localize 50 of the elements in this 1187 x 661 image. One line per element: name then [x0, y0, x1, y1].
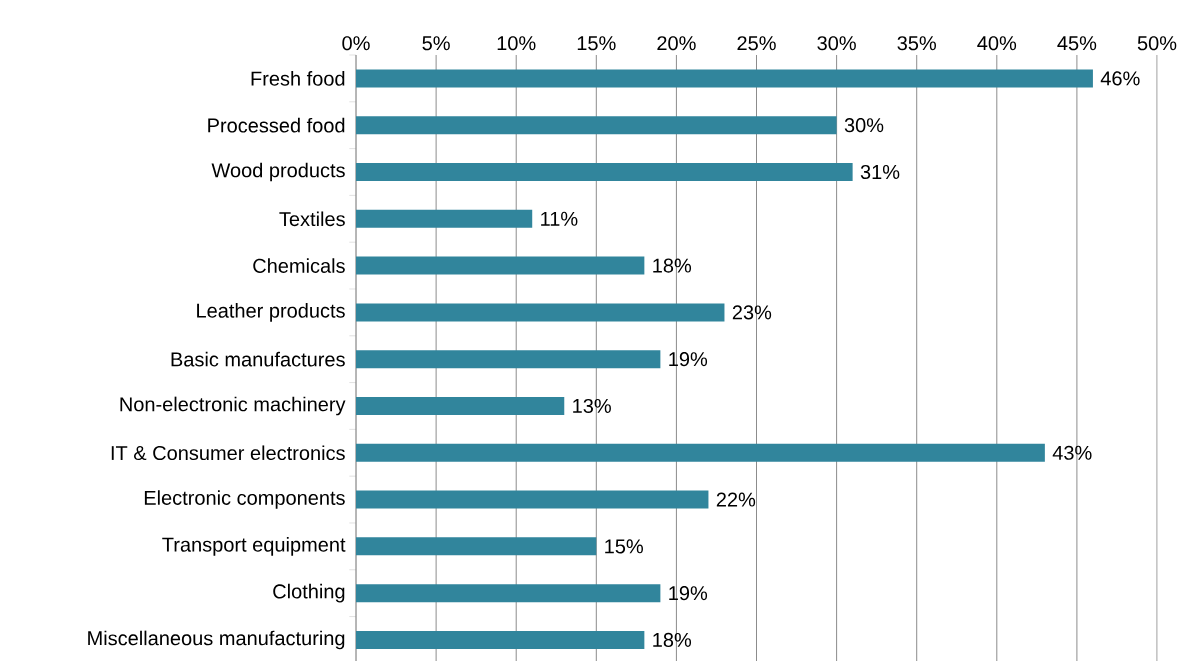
- bar: [356, 443, 1045, 462]
- y-tick-label: Miscellaneous manufacturing: [88, 630, 345, 650]
- x-tick-label: 50%: [1137, 36, 1177, 51]
- bar: [356, 350, 661, 369]
- bar: [356, 209, 533, 228]
- y-tick-label: Fresh food: [251, 71, 345, 86]
- data-label: 19%: [669, 586, 708, 601]
- x-tick-label: 15%: [577, 36, 616, 51]
- bar: [356, 537, 597, 556]
- x-tick-label: 10%: [497, 36, 536, 51]
- x-tick-label: 25%: [737, 36, 776, 51]
- bar: [356, 162, 853, 181]
- data-label: 31%: [860, 164, 900, 180]
- data-label: 22%: [716, 492, 756, 507]
- x-tick-label: 45%: [1057, 36, 1097, 51]
- data-label: 18%: [653, 632, 692, 648]
- y-tick-label: Non-electronic machinery: [120, 396, 346, 416]
- data-label: 19%: [669, 352, 708, 367]
- y-tick-label: Electronic components: [144, 490, 345, 509]
- data-label: 43%: [1052, 445, 1092, 460]
- data-label: 15%: [605, 539, 643, 554]
- y-tick-label: Chemicals: [253, 258, 345, 273]
- bar: [356, 396, 565, 415]
- bar: [356, 116, 837, 135]
- y-tick-label: Wood products: [211, 162, 345, 182]
- x-tick-label: 5%: [422, 36, 450, 51]
- y-tick-label: Leather products: [197, 303, 345, 322]
- y-tick-label: Basic manufactures: [171, 351, 345, 367]
- data-label: 23%: [732, 305, 772, 320]
- bar: [356, 303, 725, 322]
- bar: [356, 490, 709, 509]
- bar: [356, 69, 1093, 88]
- data-label: 30%: [844, 118, 884, 133]
- data-label: 11%: [541, 211, 578, 226]
- bar: [356, 256, 645, 275]
- y-tick-label: Textiles: [279, 211, 345, 227]
- y-tick-label: IT & Consumer electronics: [111, 445, 345, 461]
- x-tick-label: 40%: [977, 36, 1017, 51]
- bar: [356, 630, 645, 649]
- y-tick-label: Transport equipment: [162, 537, 346, 556]
- x-tick-label: 30%: [817, 36, 856, 51]
- data-label: 18%: [653, 258, 692, 273]
- y-tick-label: Processed food: [208, 117, 345, 133]
- x-tick-label: 35%: [897, 36, 936, 51]
- x-tick-label: 0%: [342, 36, 370, 51]
- x-tick-label: 20%: [657, 36, 696, 51]
- data-label: 46%: [1100, 71, 1140, 86]
- data-label: 13%: [573, 398, 611, 414]
- y-tick-label: Clothing: [273, 583, 345, 603]
- bar: [356, 584, 661, 603]
